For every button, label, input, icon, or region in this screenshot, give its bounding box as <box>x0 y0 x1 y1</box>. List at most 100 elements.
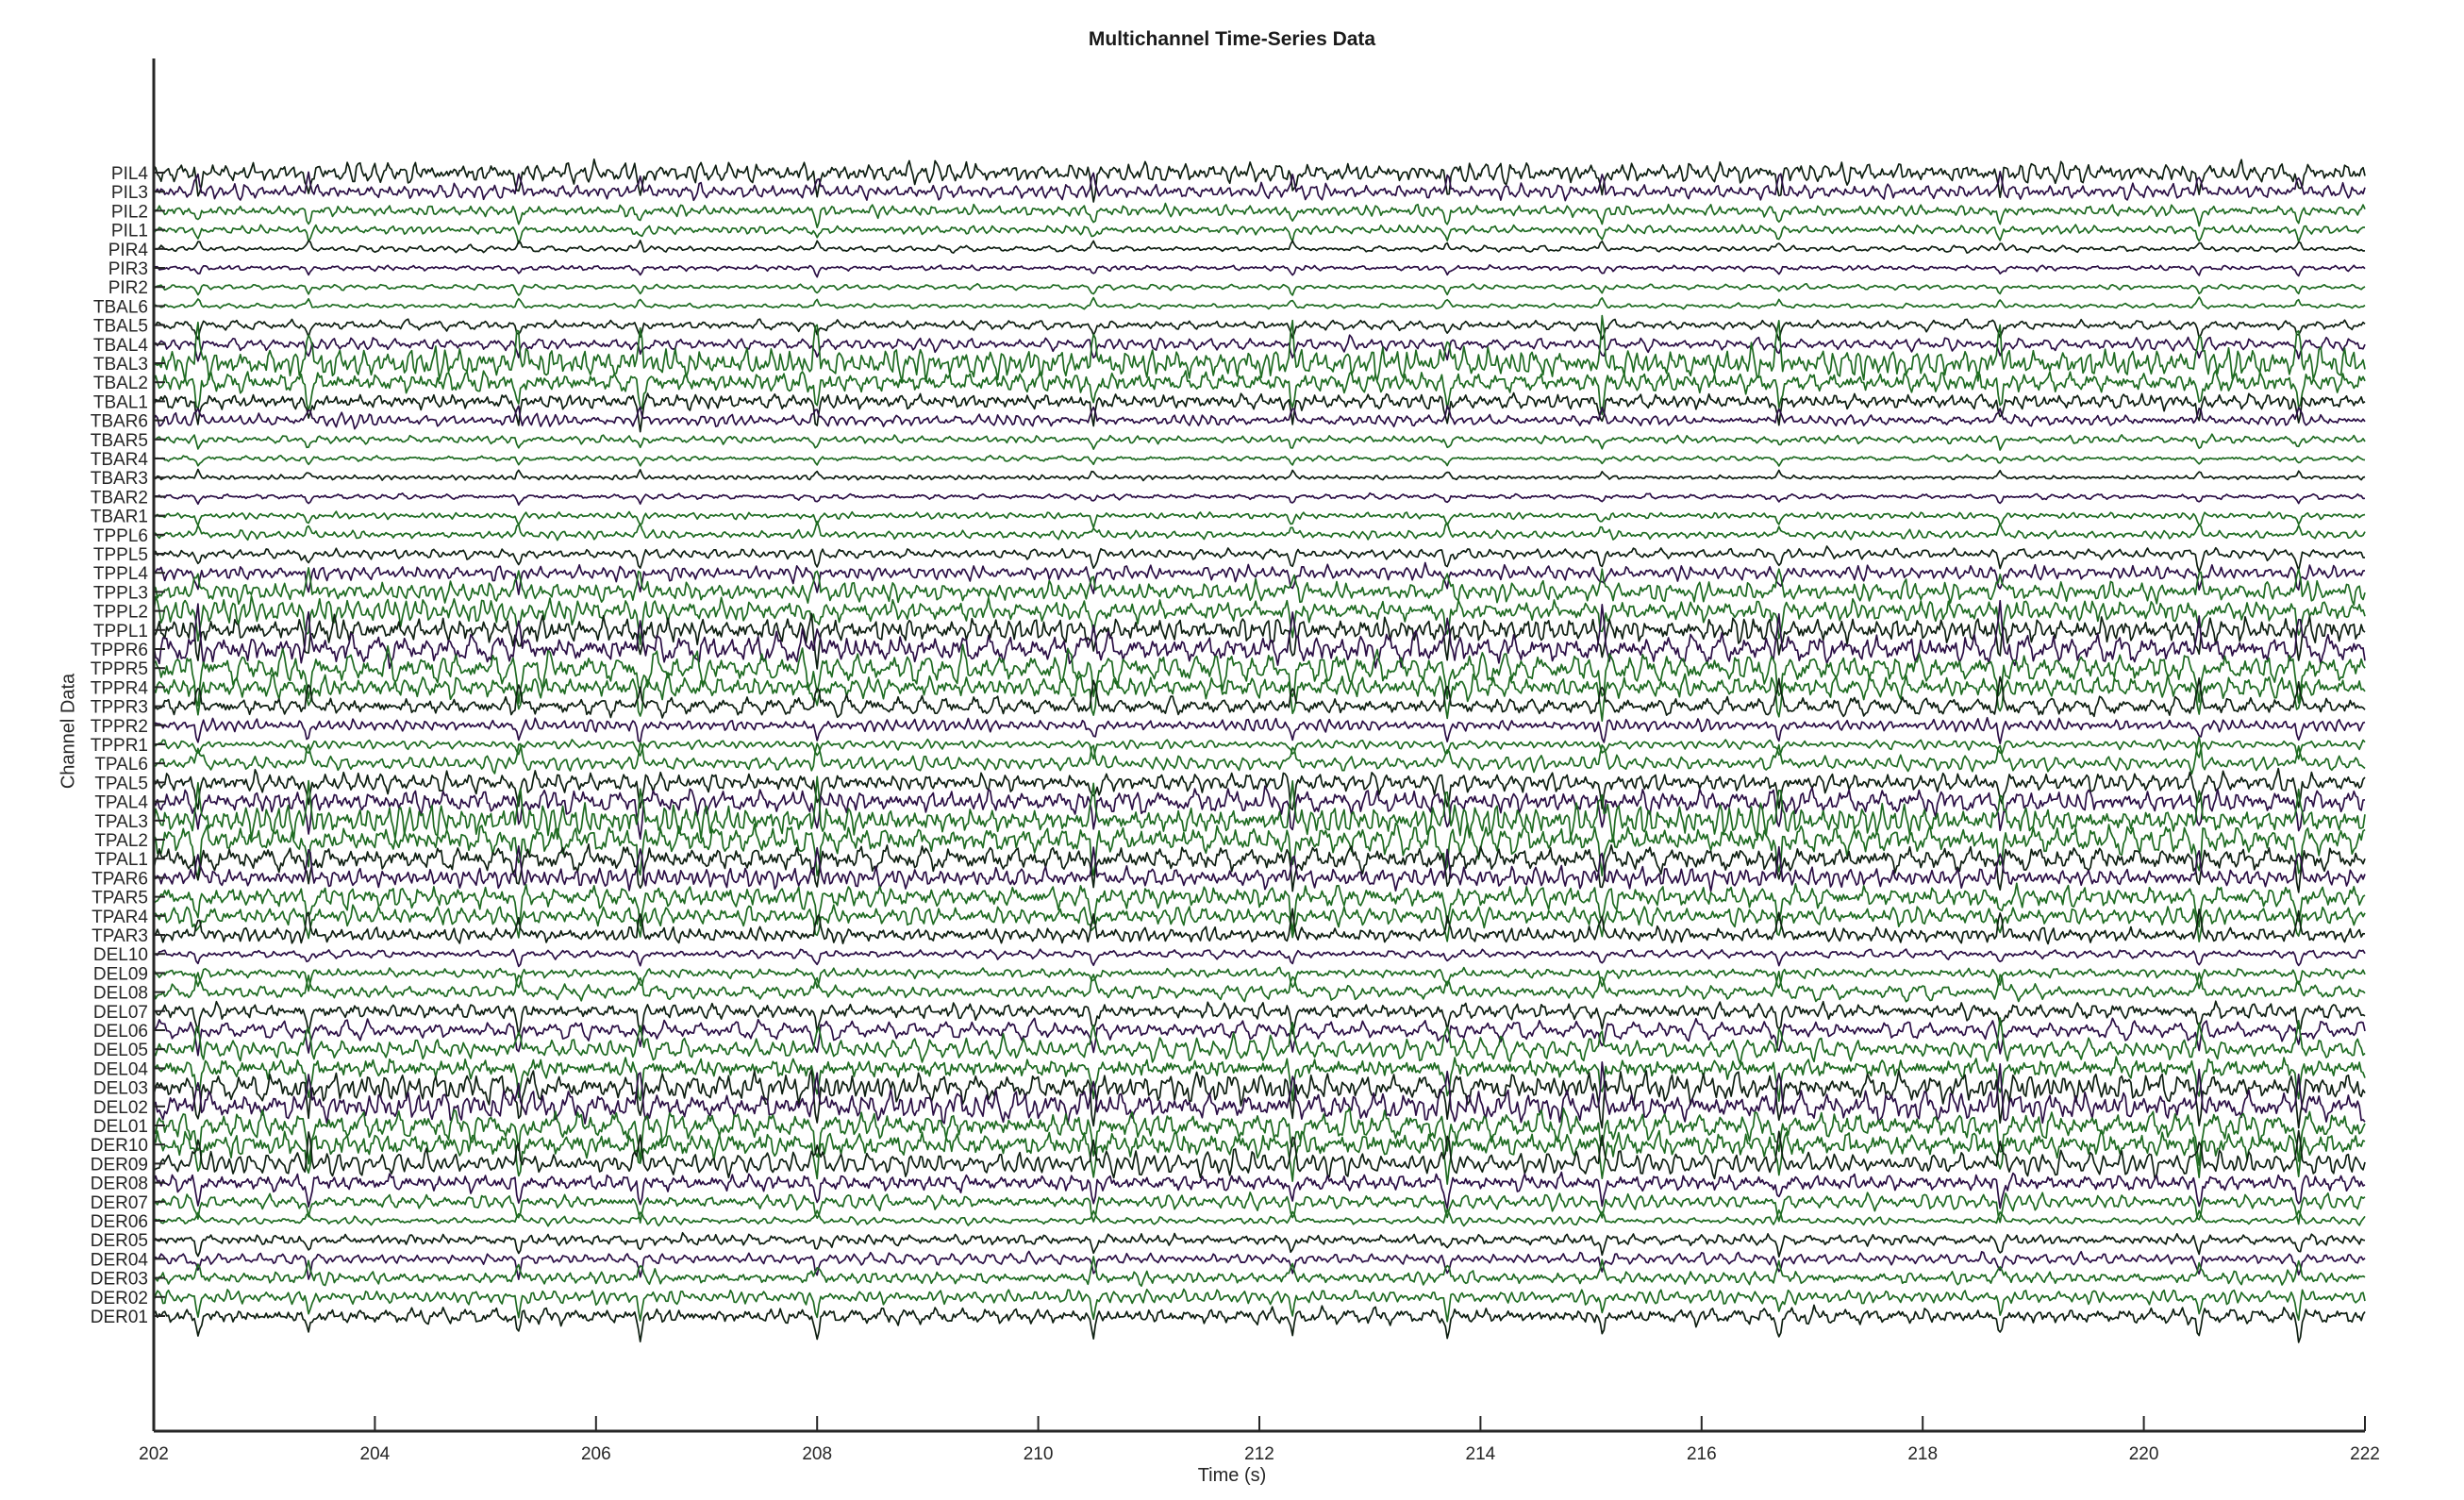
series-line-tbal1 <box>153 392 2366 433</box>
y-tick-label: DEL07 <box>93 1003 148 1023</box>
y-tick-label: PIL3 <box>111 183 148 203</box>
series-line-tbal2 <box>153 370 2366 416</box>
series-line-pil4 <box>153 158 2366 203</box>
series-line-tpal2 <box>153 822 2366 876</box>
y-tick-label: TPPL6 <box>93 526 148 546</box>
series-line-tbal3 <box>153 314 2366 383</box>
series-line-tppl5 <box>153 545 2365 574</box>
x-tick-label: 220 <box>2129 1444 2159 1464</box>
y-tick-label: PIL1 <box>111 222 148 242</box>
y-tick-label: TPPR4 <box>91 678 149 698</box>
series-line-tpal1 <box>153 843 2366 893</box>
series-line-pil2 <box>153 202 2366 229</box>
y-tick-label: TPAL4 <box>94 793 148 813</box>
series-line-del10 <box>153 948 2366 968</box>
y-tick-label: DEL10 <box>93 945 148 965</box>
y-tick-label: TBAL4 <box>93 336 149 356</box>
y-tick-label: TPAL3 <box>94 812 148 832</box>
y-tick-label: TPAL1 <box>94 850 148 870</box>
y-tick-label: DEL02 <box>93 1098 148 1118</box>
y-tick-label: PIR3 <box>108 259 148 279</box>
series-line-der08 <box>153 1171 2366 1210</box>
y-tick-label: DEL04 <box>93 1059 149 1079</box>
series-line-tpar6 <box>153 845 2366 892</box>
x-tick-label: 218 <box>1907 1444 1938 1464</box>
series-line-der10 <box>153 1129 2366 1185</box>
series-line-der06 <box>153 1208 2366 1227</box>
series-line-tppr3 <box>153 675 2366 719</box>
y-tick-label: DER04 <box>91 1250 149 1270</box>
y-tick-label: TPAL5 <box>94 774 148 793</box>
y-tick-label: PIL4 <box>111 164 149 184</box>
series-line-tpal5 <box>153 767 2366 811</box>
y-tick-label: TBAL1 <box>93 392 148 412</box>
x-tick-label: 210 <box>1024 1444 1054 1464</box>
chart-title: Multichannel Time-Series Data <box>1088 28 1376 50</box>
series-line-pir2 <box>153 282 2366 296</box>
x-tick-label: 222 <box>2350 1444 2380 1464</box>
x-tick-label: 202 <box>139 1444 169 1464</box>
series-line-tppl2 <box>153 595 2366 645</box>
y-tick-label: TBAR5 <box>91 431 148 451</box>
series-line-del09 <box>153 966 2366 992</box>
series-line-pir3 <box>153 263 2366 278</box>
y-tick-label: DER09 <box>91 1155 148 1175</box>
y-tick-label: TPPL3 <box>93 583 148 603</box>
series-line-del07 <box>153 1000 2366 1037</box>
series-line-der02 <box>153 1288 2366 1323</box>
y-tick-label: DEL08 <box>93 984 148 1004</box>
x-tick-label: 204 <box>360 1444 391 1464</box>
y-tick-label: TPAL6 <box>94 755 148 775</box>
y-tick-label: TBAR1 <box>91 508 148 527</box>
series-line-pil1 <box>153 224 2365 245</box>
series-line-del03 <box>153 1069 2366 1129</box>
y-tick-label: DEL06 <box>93 1022 148 1042</box>
series-line-tpar5 <box>153 882 2366 932</box>
series-line-tppl4 <box>153 561 2366 595</box>
y-tick-label: TPAR6 <box>92 869 148 889</box>
series-line-tpar4 <box>153 904 2366 942</box>
series-line-der01 <box>153 1304 2366 1343</box>
y-tick-label: DER07 <box>91 1193 148 1213</box>
y-tick-label: TBAL3 <box>93 355 148 375</box>
series-line-der09 <box>153 1129 2366 1180</box>
series-line-tppr4 <box>153 672 2366 723</box>
series-line-tbar5 <box>153 433 2366 451</box>
series-line-tpal3 <box>153 775 2366 843</box>
series-line-del06 <box>153 1017 2366 1057</box>
series-line-del04 <box>153 1056 2366 1102</box>
series-line-tbal5 <box>153 318 2366 342</box>
y-tick-label: TBAL6 <box>93 297 148 317</box>
y-tick-label: DER02 <box>91 1289 148 1308</box>
y-tick-label: TPPR1 <box>91 736 148 756</box>
series-line-tppl6 <box>153 520 2366 542</box>
series-line-del02 <box>153 1060 2366 1125</box>
x-tick-label: 206 <box>581 1444 611 1464</box>
y-tick-label: TPAR4 <box>92 908 148 927</box>
series-line-tppr6 <box>153 599 2366 670</box>
y-tick-label: DEL03 <box>93 1079 148 1099</box>
y-tick-label: DER01 <box>91 1308 148 1327</box>
y-tick-label: DER10 <box>91 1136 148 1156</box>
y-tick-label: PIL2 <box>111 202 148 222</box>
y-tick-label: TBAR3 <box>91 469 148 489</box>
series-line-der03 <box>153 1256 2366 1288</box>
series-line-tbar6 <box>153 405 2366 430</box>
y-tick-label: TBAR4 <box>91 450 149 470</box>
series-line-pil3 <box>153 170 2366 202</box>
series-line-del01 <box>153 1107 2366 1166</box>
y-tick-label: PIR2 <box>108 278 148 298</box>
series-line-tppl1 <box>153 612 2366 670</box>
y-tick-label: TBAL2 <box>93 374 148 393</box>
y-tick-label: DEL05 <box>93 1041 148 1060</box>
y-tick-label: TPPL2 <box>93 603 148 623</box>
y-tick-label: PIR4 <box>108 241 149 260</box>
y-tick-label: TPPL1 <box>93 622 148 642</box>
series-line-tpal6 <box>153 736 2366 775</box>
y-tick-label: TPPR2 <box>91 717 148 737</box>
y-tick-label: TPPL5 <box>93 545 148 565</box>
x-axis-label: Time (s) <box>1197 1465 1267 1486</box>
y-tick-label: TPAR3 <box>92 926 148 946</box>
